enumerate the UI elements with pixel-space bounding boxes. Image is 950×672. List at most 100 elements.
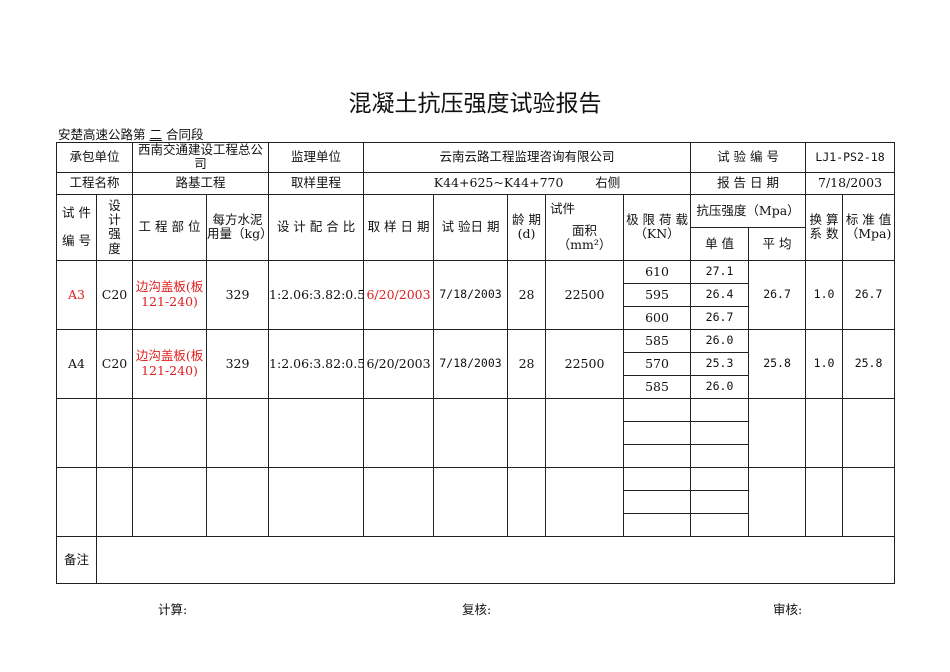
cell-load: 585 [623,374,692,399]
cell-grade [95,466,134,537]
table-row: 595 26.4 [57,282,895,307]
cell-single [690,397,750,422]
cell-mix: 1:2.06:3.82:0.59 [268,328,365,399]
header-sample-date: 取 样 日 期 [363,193,435,261]
cell-single: 26.0 [690,374,750,399]
cell-single [690,489,750,514]
cell-specimen-no: A4 [56,328,97,399]
cell-load: 600 [623,305,692,330]
cell-factor [805,466,844,537]
cell-part: 边沟盖板(板121-240) [132,328,208,399]
header-specimen-no: 试 件编 号 [56,193,97,261]
table-row [57,443,895,468]
header-age: 龄 期(d) [507,193,547,261]
cell-avg [748,397,807,468]
remarks-value [95,535,896,584]
cell-test-date [433,466,509,537]
contractor-label: 承包单位 [55,142,134,173]
header-area-a: 试件 [550,200,576,216]
table-row: 585 26.0 [57,374,895,399]
report-table: 承包单位 西南交通建设工程总公司 监理单位 云南云路工程监理咨询有限公司 试 验… [55,142,896,584]
contract-section: 安楚高速公路第二合同段 [58,124,204,143]
cell-factor: 1.0 [805,328,844,399]
header-factor: 换 算 系 数 [805,193,844,261]
cell-load: 585 [623,328,692,353]
table-row: A4 C20 边沟盖板(板121-240) 329 1:2.06:3.82:0.59 6/… [56,328,896,399]
header-std: 标 准 值（Mpa) [842,193,896,261]
cell-sample-date [363,466,435,537]
cell-area: 22500 [545,328,625,399]
header-load: 极 限 荷 载（KN） [623,193,692,261]
mileage-side: 右侧 [595,175,621,191]
cell-single [690,466,750,491]
cell-age: 28 [507,259,547,330]
footer-calc: 计算: [158,602,188,617]
cell-load [623,466,692,491]
cell-std: 26.7 [842,259,896,330]
subtitle-suffix: 合同段 [166,127,204,142]
cell-load [623,397,692,422]
mileage-range: K44+625~K44+770 [433,175,564,191]
cell-age [507,466,547,537]
cell-specimen-no [56,397,97,468]
cell-area [545,466,625,537]
cell-load [623,512,692,537]
cell-load [623,420,692,445]
header-single: 单 值 [690,226,750,261]
header-area-b: 面积 [572,223,598,239]
header-design-a: 设 计 [108,197,121,227]
table-row [57,489,895,514]
header-part: 工 程 部 位 [132,193,208,261]
cell-load: 595 [623,282,692,307]
header-area: 试件面积 （mm²） [545,193,625,261]
cell-load [623,489,692,514]
cell-factor: 1.0 [805,259,844,330]
cell-single [690,420,750,445]
project-label: 工程名称 [55,171,134,195]
cell-cement [206,397,270,468]
table-row [56,466,896,537]
test-no-value: LJ1-PS2-18 [805,142,896,173]
project-value: 路基工程 [132,171,270,195]
table-row: 570 25.3 [57,351,895,376]
mileage-value: K44+625~K44+770 右侧 [363,171,692,195]
cell-age [507,397,547,468]
cell-avg [748,466,807,537]
footer-audit: 审核: [773,602,803,617]
cell-test-date [433,397,509,468]
header-specimen-no-a: 试 件 [62,204,91,220]
cell-single [690,443,750,468]
cell-part: 边沟盖板(板121-240) [132,259,208,330]
subtitle-prefix: 安楚高速公路第 [58,127,146,142]
test-no-label: 试 验 编 号 [690,142,807,173]
cell-grade: C20 [95,259,134,330]
header-design-grade: 设 计强 度 [95,193,134,261]
header-specimen-no-b: 编 号 [62,233,91,249]
header-area-c: （mm²） [557,237,612,253]
cell-avg: 26.7 [748,259,807,330]
subtitle-section: 二 [149,127,163,142]
table-row [56,397,896,468]
cell-mix: 1:2.06:3.82:0.59 [268,259,365,330]
cell-grade: C20 [95,328,134,399]
remarks-label: 备注 [56,535,97,584]
header-cement: 每方水泥用量（kg） [206,193,270,261]
cell-cement [206,466,270,537]
supervisor-label: 监理单位 [268,142,365,173]
supervisor-value: 云南云路工程监理咨询有限公司 [363,142,692,173]
cell-sample-date [363,397,435,468]
cell-age: 28 [507,328,547,399]
contractor-value: 西南交通建设工程总公司 [132,142,270,173]
cell-single: 27.1 [690,259,750,284]
cell-part [132,397,208,468]
cell-cement: 329 [206,259,270,330]
cell-sample-date: 6/20/2003 [363,328,435,399]
cell-avg: 25.8 [748,328,807,399]
cell-part [132,466,208,537]
report-date-value: 7/18/2003 [805,171,896,195]
cell-std: 25.8 [842,328,896,399]
header-strength: 抗压强度（Mpa） [690,193,807,228]
table-row [57,512,895,537]
table-row: A3 C20 边沟盖板(板121-240) 329 1:2.06:3.82:0.59 6/… [56,259,896,330]
header-test-date: 试 验日 期 [433,193,509,261]
